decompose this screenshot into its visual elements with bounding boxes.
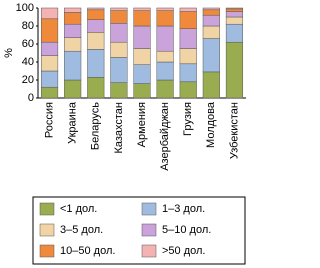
legend-swatch [39, 244, 55, 258]
bar-segment [179, 48, 197, 65]
legend-box [32, 196, 246, 265]
bar-segment [179, 63, 197, 83]
x-tick-label: Молдова [205, 101, 217, 148]
bar-segment [87, 7, 105, 11]
bar-segment [110, 7, 128, 11]
bar-segment [133, 25, 151, 49]
bar-segment [40, 7, 59, 20]
bar-segment [225, 41, 244, 99]
y-axis-label: % [3, 48, 15, 58]
bar-segment [133, 7, 151, 11]
bar-segment [156, 25, 174, 52]
bar-segment [87, 77, 105, 99]
bar-segment [179, 81, 197, 99]
bar-segment [179, 28, 197, 49]
legend-label: 1–3 дол. [162, 203, 205, 215]
bar-segment [87, 49, 105, 78]
x-tick-label: Украина [67, 101, 79, 144]
x-tick-label: Казахстан [113, 102, 125, 154]
bar-segment [87, 19, 105, 33]
bar-segment [202, 7, 220, 11]
bar-segment [87, 9, 105, 20]
x-tick-label: Армения [136, 102, 148, 147]
bar-segment [133, 64, 151, 84]
bar-segment [202, 25, 220, 39]
bar-segment [40, 18, 59, 43]
bar-segment [179, 11, 197, 29]
y-tick-label: 40 [22, 56, 34, 68]
x-tick-label: Россия [43, 102, 55, 138]
bar-segment [225, 23, 244, 43]
bar-segment [64, 50, 82, 81]
bar-segment [110, 82, 128, 99]
bar-segment [110, 10, 128, 24]
bar-segment [156, 61, 174, 81]
bar-segment [64, 12, 82, 25]
chart: % 0 20 40 60 80 100 Россия Украина Беларусь Казах… [3, 2, 246, 265]
bar-segment [40, 86, 59, 99]
y-tick-label: 20 [22, 74, 34, 86]
bar-segment [64, 37, 82, 52]
x-tick-label: Узбекистан [228, 102, 240, 159]
bar-segment [225, 8, 244, 12]
legend-swatch [39, 223, 55, 237]
bar-segment [133, 83, 151, 99]
bar-segment [156, 79, 174, 99]
bar-segment [225, 11, 244, 18]
y-tick-label: 60 [22, 38, 34, 50]
legend-swatch [141, 223, 157, 237]
bar-segment [202, 38, 220, 73]
bar-segment [110, 41, 128, 58]
legend-label: 5–10 дол. [162, 224, 211, 236]
bar-segment [110, 57, 128, 83]
x-tick-label: Азербайджан [159, 102, 171, 171]
bar-segment [156, 10, 174, 27]
bar-segment [40, 55, 59, 72]
bar-segment [87, 32, 105, 50]
bar-segment [156, 7, 174, 11]
bar-segment [133, 10, 151, 27]
legend-label: >50 дол. [162, 245, 205, 257]
bar-segment [202, 71, 220, 99]
bar-segment [40, 70, 59, 88]
bar-segment [202, 14, 220, 27]
y-tick-label: 80 [22, 20, 34, 32]
bar-segment [133, 48, 151, 65]
bar-segment [64, 7, 82, 13]
bar-segment [64, 79, 82, 99]
bar-segment [225, 7, 244, 10]
x-tick-label: Беларусь [90, 102, 102, 150]
legend-label: 10–50 дол. [60, 245, 115, 257]
y-tick-label: 100 [16, 2, 34, 14]
legend-swatch [39, 202, 55, 216]
bar-segment [156, 50, 174, 63]
legend-label: 3–5 дол. [60, 224, 103, 236]
bar-segment [64, 23, 82, 38]
bar-segment [40, 41, 59, 56]
legend-label: <1 дол. [60, 203, 97, 215]
y-tick-label: 0 [28, 92, 34, 104]
legend-swatch [141, 244, 157, 258]
bar-segment [110, 23, 128, 43]
x-tick-label: Грузия [182, 102, 194, 136]
bar-segment [179, 7, 197, 12]
bar-segment [202, 9, 220, 16]
legend-swatch [141, 202, 157, 216]
bar-segment [225, 16, 244, 25]
